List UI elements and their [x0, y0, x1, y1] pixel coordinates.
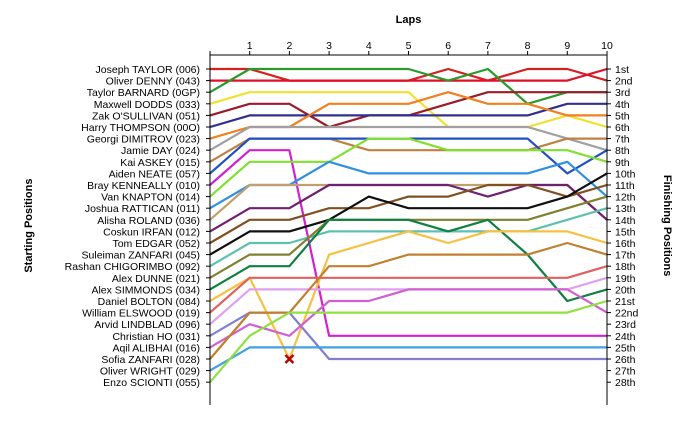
series-line	[209, 218, 608, 303]
driver-label: Kai ASKEY (015)	[120, 157, 200, 169]
driver-label: Alisha ROLAND (036)	[97, 215, 200, 227]
finishing-position-label: 2nd	[615, 76, 633, 88]
y-axis-title-left: Starting Positions	[23, 179, 35, 273]
finishing-position-label: 9th	[615, 157, 630, 169]
series-line	[209, 149, 607, 337]
driver-label: Alex DUNNE (021)	[112, 273, 200, 285]
driver-label: Zak O'SULLIVAN (051)	[92, 110, 200, 122]
driver-label: Georgi DIMITROV (023)	[87, 134, 200, 146]
series-line	[209, 172, 608, 256]
finishing-position-label: 11th	[615, 180, 635, 192]
finishing-position-label: 28th	[615, 377, 636, 389]
finishing-position-label: 15th	[615, 226, 636, 238]
labels: 1 2 3 4 5 6 7 8 9 10 Laps Starting Positions Finishi…	[23, 14, 673, 389]
series-lines	[209, 67, 608, 383]
driver-label: Joshua RATTICAN (011)	[85, 203, 200, 215]
lap-tick-label: 8	[525, 40, 531, 52]
lap-tick-label: 6	[445, 40, 451, 52]
retired-marker-stroke	[284, 354, 295, 364]
series-line	[209, 346, 607, 372]
finishing-position-label: 27th	[615, 366, 636, 378]
driver-label: Daniel BOLTON (084)	[98, 296, 200, 308]
finishing-position-label: 19th	[615, 273, 636, 285]
finishing-position-label: 14th	[615, 215, 636, 227]
series-line	[209, 102, 607, 129]
lap-tick-label: 3	[326, 40, 332, 52]
finishing-position-label: 26th	[615, 354, 636, 366]
finishing-position-label: 18th	[615, 261, 636, 273]
series-line	[209, 183, 608, 233]
driver-label: Joseph TAYLOR (006)	[96, 64, 200, 76]
driver-label: Christian HO (031)	[112, 331, 200, 343]
finishing-position-label: 5th	[615, 110, 630, 122]
series-line	[210, 67, 608, 82]
series-line	[209, 265, 608, 314]
driver-label: Oliver WRIGHT (029)	[100, 366, 200, 378]
finishing-position-label: 6th	[615, 122, 630, 134]
driver-label: Rashan CHIGORIMBO (092)	[65, 261, 200, 273]
driver-label: Enzo SCIONTI (055)	[103, 377, 200, 389]
finishing-position-label: 21st	[615, 296, 635, 308]
finishing-position-label: 24th	[615, 331, 636, 343]
driver-label: Tom EDGAR (052)	[112, 238, 200, 250]
chart-title: Laps	[396, 14, 422, 26]
finishing-position-label: 20th	[615, 284, 636, 296]
driver-label: Maxwell DODDS (033)	[94, 99, 200, 111]
finishing-position-label: 23rd	[615, 319, 636, 331]
lap-tick-label: 2	[286, 40, 292, 52]
axes	[206, 51, 611, 405]
series-line	[209, 183, 608, 244]
finishing-position-label: 22nd	[615, 308, 639, 320]
driver-label: Bray KENNEALLY (010)	[87, 180, 200, 192]
lap-tick-label: 7	[485, 40, 491, 52]
lap-tick-label: 4	[366, 40, 372, 52]
series-line	[209, 91, 608, 129]
driver-label: Oliver DENNY (043)	[106, 76, 200, 88]
series-line	[209, 299, 608, 383]
finishing-position-label: 10th	[615, 168, 636, 180]
lap-tick-label: 9	[564, 40, 570, 52]
series-line	[209, 230, 608, 361]
finishing-position-label: 25th	[615, 342, 636, 354]
series-line	[209, 207, 608, 268]
driver-label: Taylor BARNARD (0GP)	[87, 87, 200, 99]
driver-label: Aiden NEATE (057)	[109, 168, 200, 180]
driver-label: William ELSWOOD (019)	[82, 308, 200, 320]
driver-label: Coskun IRFAN (012)	[103, 226, 200, 238]
lap-tick-label: 1	[247, 40, 253, 52]
series-line	[209, 67, 607, 105]
finishing-position-label: 16th	[615, 238, 636, 250]
finishing-position-label: 7th	[615, 134, 630, 146]
finishing-position-label: 12th	[615, 192, 636, 204]
y-axis-title-right: Finishing Positions	[661, 175, 673, 276]
series-line	[209, 125, 608, 152]
driver-label: Alex SIMMONDS (034)	[91, 284, 200, 296]
driver-label: Harry THOMPSON (00O)	[81, 122, 200, 134]
finishing-position-label: 17th	[615, 250, 636, 262]
finishing-position-label: 3rd	[615, 87, 630, 99]
finishing-position-label: 8th	[615, 145, 630, 157]
driver-label: Arvid LINDBLAD (096)	[94, 319, 200, 331]
finishing-position-label: 13th	[615, 203, 636, 215]
series-line	[209, 288, 608, 349]
driver-label: Sofia ZANFARI (028)	[101, 354, 200, 366]
lap-tick-label: 10	[601, 40, 613, 52]
series-line	[209, 241, 608, 360]
lap-tick-label: 5	[406, 40, 412, 52]
driver-label: Van KNAPTON (014)	[101, 192, 200, 204]
series-line	[210, 67, 608, 82]
finishing-position-label: 1st	[615, 64, 629, 76]
driver-label: Jamie DAY (024)	[121, 145, 200, 157]
driver-label: Suleiman ZANFARI (045)	[82, 250, 200, 262]
retired-marker	[284, 354, 295, 364]
series-line	[209, 137, 608, 198]
driver-label: Aqil ALIBHAI (016)	[112, 342, 200, 354]
finishing-position-label: 4th	[615, 99, 630, 111]
